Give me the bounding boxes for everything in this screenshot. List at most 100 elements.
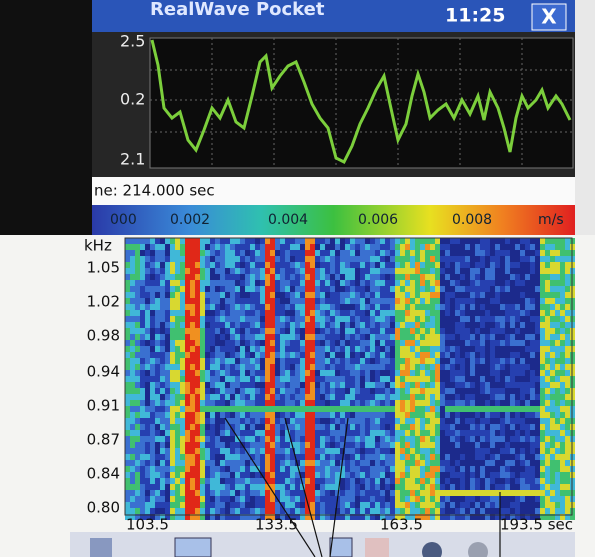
tool-button[interactable] — [365, 538, 389, 557]
spectrogram-cell — [130, 442, 135, 448]
y-label: 0.98 — [87, 327, 120, 345]
spectrogram-cell — [510, 472, 515, 478]
spectrogram-cell — [440, 340, 445, 346]
tool-button[interactable] — [330, 538, 352, 557]
spectrogram-cell — [410, 370, 415, 376]
spectrogram-cell — [290, 406, 295, 412]
spectrogram-cell — [290, 256, 295, 262]
spectrogram-cell — [270, 454, 275, 460]
spectrogram-cell — [130, 334, 135, 340]
spectrogram-cell — [445, 364, 450, 370]
spectrogram-cell — [555, 388, 560, 394]
spectrogram-cell — [280, 268, 285, 274]
spectrogram-cell — [280, 496, 285, 502]
spectrogram-cell — [380, 502, 385, 508]
spectrogram-cell — [495, 508, 500, 514]
spectrogram-cell — [155, 364, 160, 370]
spectrogram-cell — [435, 250, 440, 256]
spectrogram-cell — [215, 496, 220, 502]
spectrogram-cell — [475, 490, 480, 496]
spectrogram-cell — [295, 364, 300, 370]
spectrogram-cell — [250, 448, 255, 454]
spectrogram-cell — [425, 430, 430, 436]
spectrogram-cell — [330, 310, 335, 316]
spectrogram-cell — [425, 358, 430, 364]
spectrogram-cell — [445, 394, 450, 400]
spectrogram-cell — [125, 430, 130, 436]
spectrogram-cell — [380, 436, 385, 442]
spectrogram-cell — [270, 358, 275, 364]
spectrogram-cell — [495, 454, 500, 460]
spectrogram-cell — [510, 280, 515, 286]
spectrogram-cell — [325, 364, 330, 370]
spectrogram-cell — [305, 346, 310, 352]
spectrogram-cell — [180, 346, 185, 352]
spectrogram-cell — [300, 496, 305, 502]
spectrogram-cell — [145, 268, 150, 274]
spectrogram-cell — [420, 286, 425, 292]
spectrogram-cell — [395, 400, 400, 406]
spectrogram-cell — [280, 472, 285, 478]
spectrogram-cell — [405, 238, 410, 244]
spectrogram-cell — [430, 250, 435, 256]
spectrogram-cell — [540, 448, 545, 454]
spectrogram-cell — [255, 280, 260, 286]
close-label[interactable]: X — [541, 5, 557, 29]
spectrogram-cell — [330, 442, 335, 448]
spectrogram-cell — [130, 484, 135, 490]
spectrogram-cell — [140, 340, 145, 346]
spectrogram-cell — [425, 238, 430, 244]
spectrogram-cell — [170, 340, 175, 346]
spectrogram-cell — [325, 436, 330, 442]
spectrogram-cell — [195, 400, 200, 406]
spectrogram-cell — [170, 328, 175, 334]
spectrogram-cell — [355, 508, 360, 514]
spectrogram-cell — [520, 406, 525, 412]
spectrogram-cell — [485, 502, 490, 508]
spectrogram-cell — [245, 472, 250, 478]
tool-button[interactable] — [90, 538, 112, 557]
spectrogram-cell — [400, 442, 405, 448]
spectrogram-cell — [385, 340, 390, 346]
spectrogram-cell — [390, 328, 395, 334]
spectrogram-cell — [440, 316, 445, 322]
spectrogram-cell — [135, 322, 140, 328]
spectrogram-cell — [505, 310, 510, 316]
spectrogram-cell — [495, 238, 500, 244]
spectrogram-cell — [320, 304, 325, 310]
spectrogram-cell — [130, 466, 135, 472]
spectrogram-cell — [330, 424, 335, 430]
spectrogram-cell — [230, 508, 235, 514]
spectrogram-cell — [430, 400, 435, 406]
spectrogram-cell — [300, 328, 305, 334]
spectrogram-cell — [330, 400, 335, 406]
spectrogram-cell — [155, 322, 160, 328]
spectrogram-cell — [440, 508, 445, 514]
spectrogram-cell — [430, 490, 435, 496]
spectrogram-cell — [415, 442, 420, 448]
spectrogram-cell — [130, 376, 135, 382]
spectrogram-cell — [295, 430, 300, 436]
spectrogram-cell — [540, 262, 545, 268]
spectrogram-cell — [145, 436, 150, 442]
spectrogram-cell — [375, 454, 380, 460]
spectrogram-cell — [205, 400, 210, 406]
spectrogram-cell — [440, 448, 445, 454]
spectrogram-cell — [355, 424, 360, 430]
spectrogram-cell — [260, 268, 265, 274]
spectrogram-cell — [155, 472, 160, 478]
spectrogram-cell — [515, 466, 520, 472]
spectrogram-cell — [220, 250, 225, 256]
spectrogram-cell — [355, 436, 360, 442]
spectrogram-cell — [515, 424, 520, 430]
spectrogram-cell — [230, 280, 235, 286]
spectrogram-cell — [180, 292, 185, 298]
spectrogram-cell — [310, 478, 315, 484]
spectrogram-cell — [275, 430, 280, 436]
spectrogram-cell — [425, 442, 430, 448]
spectrogram-cell — [380, 262, 385, 268]
spectrogram-cell — [160, 376, 165, 382]
spectrogram-cell — [465, 430, 470, 436]
spectrogram-cell — [520, 304, 525, 310]
tool-button[interactable] — [175, 538, 211, 557]
